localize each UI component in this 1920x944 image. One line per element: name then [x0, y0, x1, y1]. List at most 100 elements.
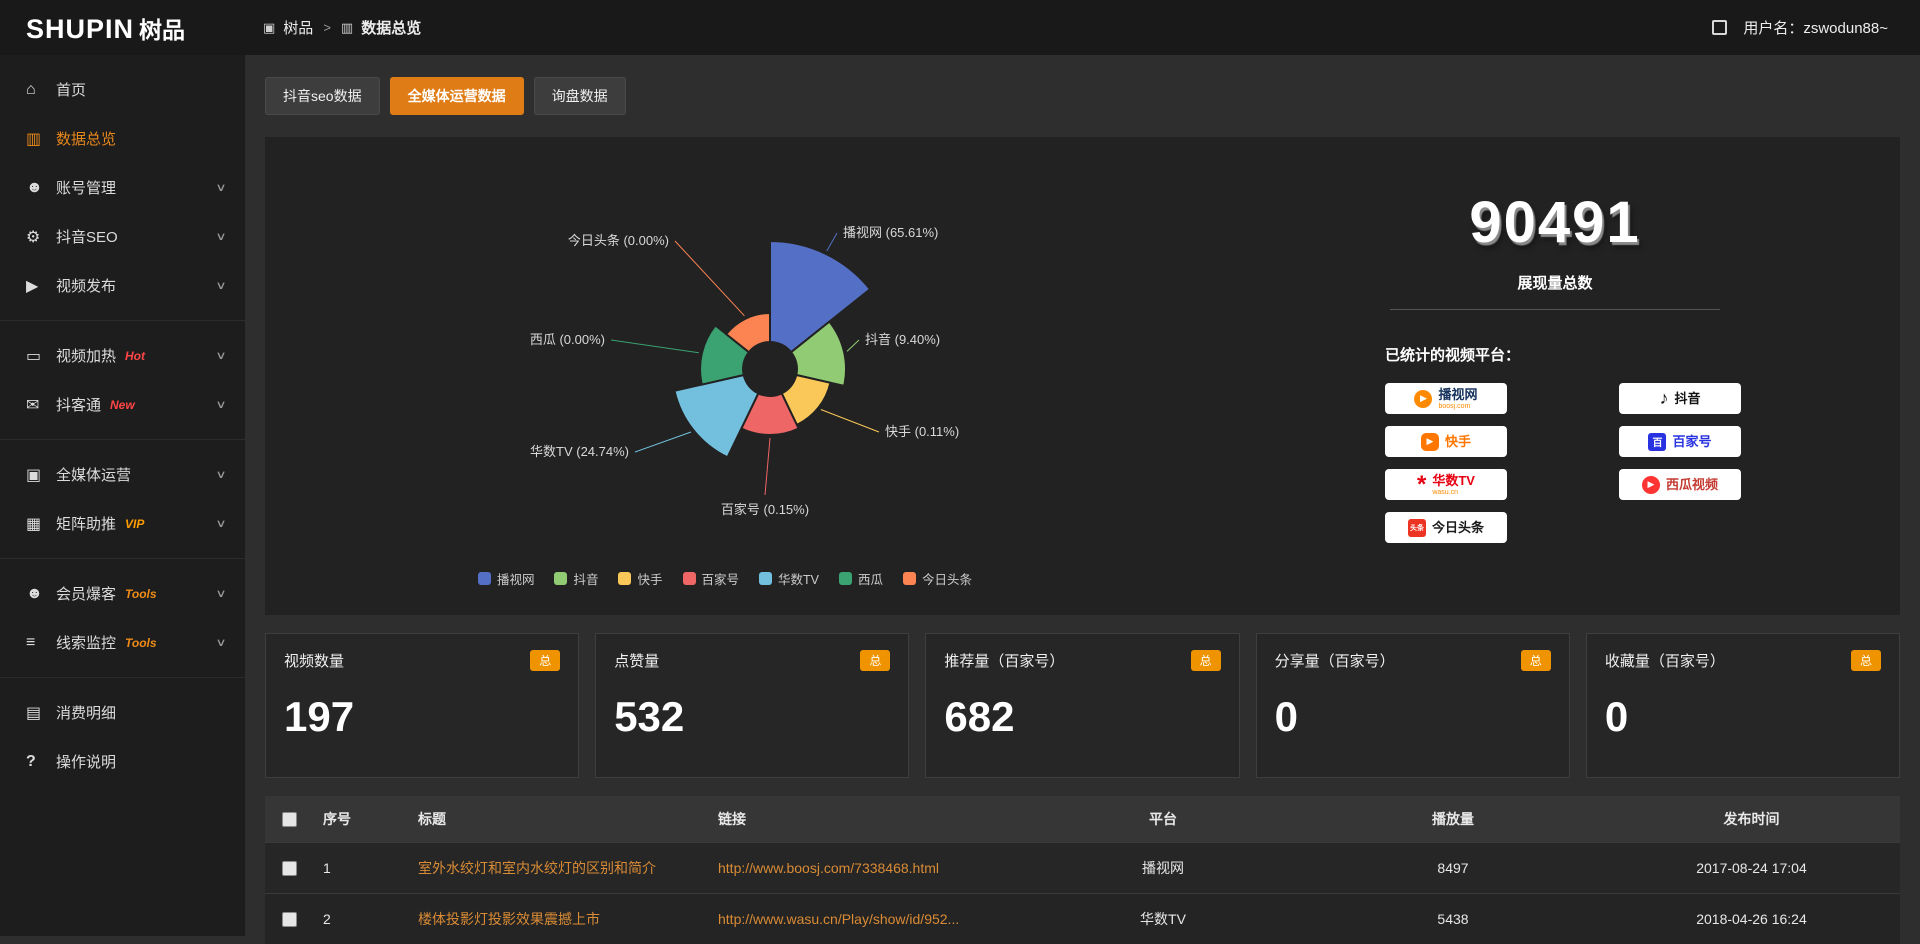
sidebar-item-label: 账号管理 [56, 177, 116, 198]
pie-slice-华数TV[interactable] [675, 375, 759, 457]
sidebar-item-label: 矩阵助推 [56, 513, 116, 534]
impressions-total-label: 展现量总数 [1235, 272, 1875, 293]
legend-item-百家号[interactable]: 百家号 [683, 569, 740, 588]
legend-item-快手[interactable]: 快手 [618, 569, 662, 588]
cell-title[interactable]: 楼体投影灯投影效果震撼上市 [408, 894, 708, 944]
sidebar-item-account-management[interactable]: ☻账号管理∨ [0, 163, 245, 212]
total-badge[interactable]: 总 [1191, 650, 1221, 671]
platform-name: 快手 [1445, 435, 1471, 448]
sidebar-item-label: 数据总览 [56, 128, 116, 149]
tab-media-operation-data[interactable]: 全媒体运营数据 [390, 77, 524, 115]
legend-item-抖音[interactable]: 抖音 [554, 569, 598, 588]
select-all-checkbox[interactable] [282, 812, 297, 827]
total-badge[interactable]: 总 [860, 650, 890, 671]
breadcrumb-root[interactable]: 树品 [283, 17, 313, 38]
chat-icon: ✉ [26, 395, 56, 415]
col-header-plays: 播放量 [1303, 796, 1603, 843]
breadcrumb-separator: > [323, 20, 331, 35]
row-checkbox[interactable] [282, 912, 297, 927]
stat-card-favorite-count: 收藏量（百家号） 总 0 [1586, 633, 1900, 778]
total-badge[interactable]: 总 [530, 650, 560, 671]
pie-label: 华数TV (24.74%) [530, 444, 629, 459]
cell-link[interactable]: http://www.boosj.com/7338468.html [708, 843, 1023, 894]
legend-item-西瓜[interactable]: 西瓜 [839, 569, 883, 588]
summary-divider [1390, 309, 1720, 310]
platform-badge-toutiao: 头条今日头条 [1385, 512, 1507, 543]
chevron-down-icon: ∨ [215, 349, 226, 362]
fullscreen-icon[interactable] [1712, 20, 1727, 35]
sidebar-item-label: 线索监控 [56, 632, 116, 653]
legend-item-播视网[interactable]: 播视网 [478, 569, 535, 588]
sidebar-item-tag: Tools [125, 587, 157, 601]
cell-link[interactable]: http://www.wasu.cn/Play/show/id/952... [708, 894, 1023, 944]
legend-marker [759, 572, 772, 585]
sidebar-item-label: 全媒体运营 [56, 464, 131, 485]
sidebar-item-media-operation[interactable]: ▣全媒体运营∨ [0, 450, 245, 499]
sidebar-item-video-publish[interactable]: ▶视频发布∨ [0, 261, 245, 310]
kuaishou-logo-icon: ▶ [1421, 433, 1439, 451]
legend-marker [618, 572, 631, 585]
col-header-platform: 平台 [1023, 796, 1303, 843]
col-header-link: 链接 [708, 796, 1023, 843]
legend-label: 抖音 [573, 569, 598, 588]
sidebar-item-label: 抖音SEO [56, 226, 118, 247]
gear-icon: ⚙ [26, 227, 56, 247]
cell-title[interactable]: 室外水绞灯和室内水绞灯的区别和简介 [408, 843, 708, 894]
stat-card-title: 收藏量（百家号） [1605, 650, 1725, 671]
sidebar-item-label: 首页 [56, 79, 86, 100]
help-icon: ? [26, 753, 56, 771]
filter-icon: ≡ [26, 634, 56, 652]
platform-name: 百家号 [1672, 435, 1711, 448]
media-icon: ▣ [26, 465, 56, 485]
pie-label-line [827, 233, 837, 251]
tab-douyin-seo-data[interactable]: 抖音seo数据 [265, 77, 380, 115]
pie-label: 百家号 (0.15%) [721, 502, 809, 517]
pie-label: 快手 (0.11%) [885, 424, 959, 439]
overview-panel: 播视网 (65.61%)抖音 (9.40%)快手 (0.11%)百家号 (0.1… [265, 137, 1900, 615]
cell-time: 2018-04-26 16:24 [1603, 894, 1900, 944]
legend-item-华数TV[interactable]: 华数TV [759, 569, 819, 588]
table-header-row: 序号标题链接平台播放量发布时间 [265, 796, 1900, 843]
sidebar-item-help[interactable]: ?操作说明 [0, 737, 245, 786]
sidebar-group-divider [0, 558, 245, 559]
sidebar-item-label: 操作说明 [56, 751, 116, 772]
legend-marker [683, 572, 696, 585]
row-checkbox[interactable] [282, 861, 297, 876]
toutiao-logo-icon: 头条 [1408, 519, 1426, 537]
sidebar-item-consume-detail[interactable]: ▤消费明细 [0, 688, 245, 737]
total-badge[interactable]: 总 [1851, 650, 1881, 671]
sidebar-group-divider [0, 439, 245, 440]
cell-index: 2 [313, 894, 408, 944]
cell-time: 2017-08-24 17:04 [1603, 843, 1900, 894]
total-badge[interactable]: 总 [1521, 650, 1551, 671]
sidebar-item-tag: New [110, 398, 135, 412]
logo-text-en: SHUPIN [26, 14, 134, 44]
chart-legend: 播视网 抖音 快手 百家号华数TV 西瓜 今日头条 [265, 569, 1185, 588]
chevron-down-icon: ∨ [215, 279, 226, 292]
sidebar-item-data-overview[interactable]: ▥数据总览 [0, 114, 245, 163]
legend-label: 百家号 [702, 569, 740, 588]
sidebar-item-tag: VIP [125, 517, 144, 531]
sidebar-item-label: 会员爆客 [56, 583, 116, 604]
sidebar-item-home[interactable]: ⌂首页 [0, 65, 245, 114]
legend-item-今日头条[interactable]: 今日头条 [903, 569, 972, 588]
tab-inquiry-data[interactable]: 询盘数据 [534, 77, 626, 115]
stat-card-value: 0 [1605, 693, 1881, 741]
sidebar-item-douyin-seo[interactable]: ⚙抖音SEO ∨ [0, 212, 245, 261]
platform-badge-kuaishou: ▶ 快手 [1385, 426, 1507, 457]
chevron-down-icon: ∨ [215, 230, 226, 243]
sidebar-item-tag: Tools [125, 636, 157, 650]
